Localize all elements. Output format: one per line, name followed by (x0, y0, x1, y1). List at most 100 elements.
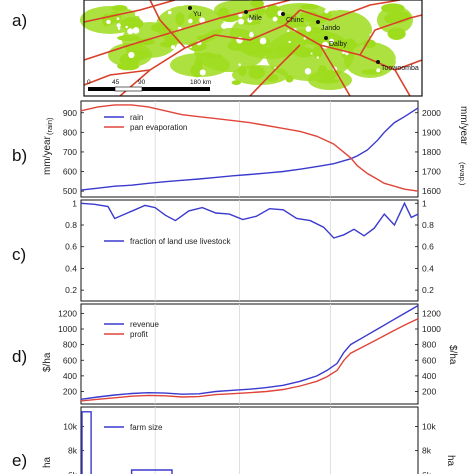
town-label: Toowoomba (381, 65, 419, 72)
tick-label: 0.8 (65, 220, 77, 230)
vegetation-patch (119, 53, 141, 67)
map-clearing (238, 18, 245, 25)
series-line-evaporation (80, 104, 419, 192)
vegetation-patch (323, 11, 332, 20)
vegetation-patch (187, 40, 207, 52)
map-clearing (93, 56, 98, 62)
tick-label: 10k (422, 421, 436, 431)
panel-b-ylabel-left-sub: (rain) (45, 117, 54, 135)
map-clearing (329, 38, 334, 44)
vegetation-patch (117, 35, 141, 41)
road (359, 14, 423, 56)
legend-label-revenue: revenue (130, 320, 159, 329)
vegetation-patch (231, 80, 241, 85)
vegetation-patch (111, 4, 128, 12)
map-clearing (287, 29, 290, 33)
scale-label-90: 90 (138, 79, 146, 86)
panel-b-ylabel-right-sub: (evap.) (458, 162, 467, 186)
tick-label: 500 (63, 186, 77, 196)
series-line-rain (80, 107, 419, 191)
road-network (83, 0, 423, 97)
town-label: Mile (249, 15, 262, 22)
scale-bar: 0 45 90 180 km (87, 79, 211, 92)
panel-label-d: d) (12, 347, 27, 366)
panel-e-farm-size: 6k 8k 10k 6k 8k 10k ha ha farm size (42, 406, 456, 474)
map-clearing (316, 56, 319, 59)
map-clearing (304, 68, 312, 75)
vegetation-patch (212, 54, 223, 59)
map-clearing (259, 37, 267, 45)
map-clearing (97, 39, 102, 44)
map-clearing (167, 5, 172, 10)
map-clearing (141, 1, 148, 8)
tick-label: 1 (422, 198, 427, 208)
tick-label: 400 (422, 371, 436, 381)
tick-label: 1600 (422, 186, 441, 196)
vegetation-patch (250, 0, 264, 8)
road (394, 69, 411, 97)
map-clearing (180, 1, 185, 7)
panel-c-land-use: 0.2 0.4 0.6 0.8 1 0.2 0.4 0.6 0.8 1 fraction of … (65, 198, 434, 302)
road (249, 44, 301, 97)
scale-label-180: 180 km (190, 79, 211, 86)
map-clearing (305, 26, 312, 32)
vegetation-patch (136, 38, 155, 46)
road (299, 0, 401, 21)
tick-label: 700 (63, 147, 77, 157)
panel-label-e: e) (12, 451, 27, 470)
tick-label: 1800 (422, 147, 441, 157)
tick-label: 1000 (58, 324, 77, 334)
map-clearing (272, 16, 278, 22)
map-clearing (324, 25, 327, 28)
town-label: Yu (193, 11, 201, 18)
panel-b-legend: rain pan evaporation (104, 113, 187, 132)
vegetation-patch (300, 3, 319, 10)
map-clearing (400, 44, 405, 49)
series-line-farm-size (81, 411, 173, 474)
legend-label-farm-size: farm size (130, 423, 163, 432)
map-clearing (303, 37, 307, 40)
tick-label: 0.2 (65, 285, 77, 295)
scale-label-45: 45 (112, 79, 120, 86)
series-line-livestock (80, 201, 419, 239)
panel-d-revenue-profit: 200 400 600 800 1000 1200 200 400 600 800 1000 120… (42, 303, 458, 405)
series-line-revenue (80, 304, 419, 400)
tick-label: 6k (422, 470, 432, 474)
panel-e-ylabel-right: ha (445, 455, 456, 467)
vegetation-patch (348, 41, 358, 46)
tick-label: 1200 (422, 308, 441, 318)
vegetation-patch (363, 39, 376, 49)
road (149, 0, 186, 49)
map-clearing (199, 69, 206, 76)
tick-label: 900 (63, 108, 77, 118)
tick-label: 0.4 (65, 263, 77, 273)
tick-label: 0.6 (65, 242, 77, 252)
map-clearing (128, 51, 135, 59)
map-clearing (127, 28, 134, 35)
town-label: Chinc (286, 17, 304, 24)
tick-label: 400 (63, 371, 77, 381)
panel-e-frame (80, 406, 419, 474)
map-clearing (167, 10, 172, 15)
map-panel: Chinc Jando Dalby Toowoomba Mile Yu 0 45 90 1… (80, 0, 423, 97)
vegetation-patch (238, 66, 247, 77)
tick-label: 8k (68, 446, 78, 456)
vegetation-patch (312, 44, 323, 59)
tick-label: 600 (422, 355, 436, 365)
panel-label-a: a) (12, 11, 27, 30)
tick-label: 200 (63, 387, 77, 397)
panel-c-frame (80, 199, 419, 302)
vegetation-patch (240, 40, 263, 55)
scale-seg-2 (114, 86, 143, 92)
tick-label: 0.8 (422, 220, 434, 230)
map-clearing (310, 52, 313, 55)
map-clearing (188, 18, 193, 24)
panel-b-frame (80, 100, 419, 198)
panel-label-c: c) (12, 245, 26, 264)
panel-b-rain-evaporation: 500 600 700 800 900 1600 1700 1800 1900 2000 mm/… (42, 100, 469, 198)
map-clearing (199, 17, 205, 24)
legend-label-livestock: fraction of land use livestock (130, 237, 231, 246)
map-clearing (397, 44, 400, 48)
town-marker (281, 12, 285, 16)
